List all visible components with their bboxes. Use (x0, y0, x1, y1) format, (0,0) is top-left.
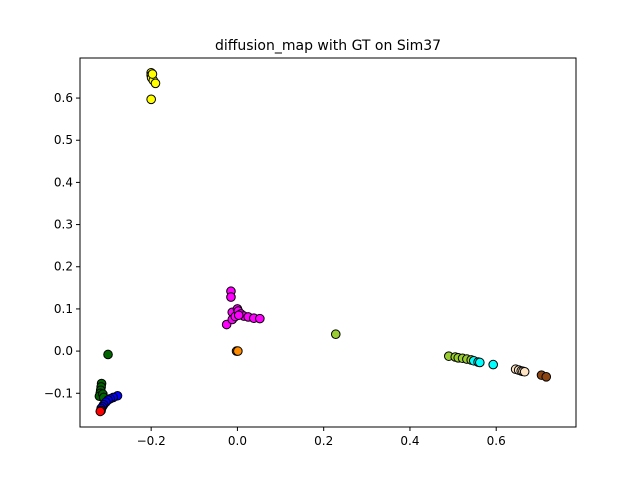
x-tick-label: 0.0 (228, 434, 247, 448)
data-point-s2-1 (233, 346, 243, 356)
x-tick-label: 0.2 (314, 434, 333, 448)
x-tick-label: 0.4 (400, 434, 419, 448)
points-layer (94, 67, 552, 417)
y-tick-label: 0.2 (54, 260, 73, 274)
data-point-s5-4 (519, 366, 530, 377)
data-point-s7-0 (103, 349, 113, 360)
y-tick-label: 0.4 (54, 175, 73, 189)
data-point-s0-5 (150, 78, 161, 89)
data-point-s4-3 (488, 359, 498, 370)
data-point-s1-13 (233, 310, 244, 321)
data-point-s3-0 (330, 329, 341, 340)
data-point-s4-2 (475, 357, 485, 368)
plot-frame (79, 57, 577, 428)
chart-title: diffusion_map with GT on Sim37 (215, 38, 441, 54)
y-tick-label: −0.1 (44, 386, 73, 400)
y-tick-label: 0.0 (54, 344, 73, 358)
y-tick-label: 0.3 (54, 218, 73, 232)
data-point-s1-1 (226, 292, 236, 302)
y-axis: −0.1 0.0 0.1 0.2 0.3 0.4 0.5 0.6 (44, 91, 80, 400)
data-point-s1-12 (255, 313, 265, 324)
x-tick-label: 0.6 (487, 434, 506, 448)
data-point-s0-6 (147, 69, 158, 79)
x-axis: −0.2 0.0 0.2 0.4 0.6 (137, 427, 506, 448)
y-tick-label: 0.5 (54, 133, 73, 147)
data-point-s9-1 (95, 406, 106, 417)
x-tick-label: −0.2 (137, 434, 166, 448)
data-point-s6-1 (541, 372, 552, 382)
y-tick-label: 0.6 (54, 91, 73, 105)
data-point-s0-0 (146, 94, 156, 105)
y-tick-label: 0.1 (54, 302, 73, 316)
